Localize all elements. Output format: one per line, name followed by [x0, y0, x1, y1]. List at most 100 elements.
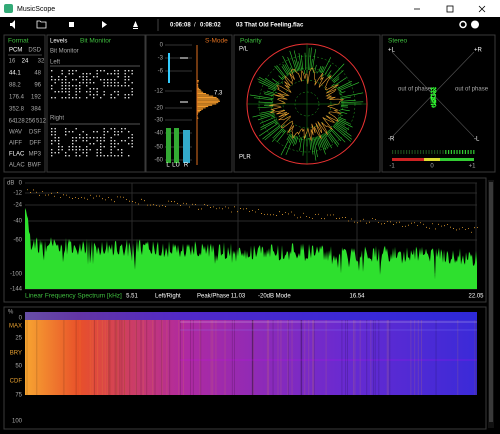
bit-dot	[75, 88, 77, 90]
stop-button[interactable]	[69, 22, 74, 27]
bit-dot	[114, 97, 116, 99]
bit-dot	[51, 134, 53, 136]
spectrogram-streak	[182, 320, 184, 395]
spectrogram-streak	[104, 320, 106, 395]
correlation-tick	[453, 150, 455, 154]
format-option: 32	[38, 59, 45, 65]
spectrogram-streak	[152, 320, 154, 395]
bit-dot	[82, 82, 84, 84]
level-histogram	[197, 103, 217, 105]
level-histogram	[197, 112, 199, 114]
level-histogram	[197, 108, 204, 110]
close-button[interactable]	[478, 5, 486, 13]
meter-scale-label: -20	[154, 106, 163, 112]
correlation-tick	[406, 150, 408, 154]
bit-dot	[89, 79, 91, 81]
window-controls[interactable]	[414, 5, 486, 13]
bit-dot	[54, 79, 56, 81]
bit-dot	[124, 128, 126, 130]
maximize-button[interactable]	[446, 5, 454, 13]
spectrogram-streak	[291, 320, 293, 395]
spectrogram-streak	[199, 320, 201, 395]
bit-dot	[54, 82, 56, 84]
level-histogram	[197, 102, 219, 104]
spectrogram-streak	[370, 320, 372, 395]
bit-dot	[100, 140, 102, 142]
spectrogram-label: BRY	[10, 351, 22, 357]
spectrum-mode[interactable]: Peak/Phase	[197, 294, 230, 300]
bit-dot	[110, 73, 112, 75]
bit-dot	[103, 94, 105, 96]
bit-dot	[117, 70, 119, 72]
spectrogram-streak	[345, 320, 347, 395]
bit-dot	[93, 97, 95, 99]
bit-dot	[68, 88, 70, 90]
stereo-dot	[433, 89, 435, 91]
meter-bar	[166, 128, 171, 163]
spectrogram-streak	[420, 320, 422, 395]
stereo-dot	[435, 87, 437, 89]
scrollbar-thumb[interactable]	[489, 182, 493, 422]
stereo-dot	[432, 87, 434, 89]
bit-dot	[100, 152, 102, 154]
bit-dot	[79, 91, 81, 93]
bit-dot	[128, 85, 130, 87]
format-title: Format	[8, 38, 29, 45]
tool-button[interactable]	[133, 21, 138, 29]
bit-dot	[89, 73, 91, 75]
correlation-tick	[392, 150, 394, 154]
stereo-dot	[432, 105, 434, 107]
bit-dot	[54, 134, 56, 136]
info-button[interactable]	[471, 20, 479, 29]
spectrogram-streak	[386, 320, 388, 395]
play-button[interactable]	[102, 21, 107, 28]
spectrogram-streak	[154, 320, 156, 395]
bit-dot	[96, 88, 98, 90]
level-histogram	[197, 80, 199, 82]
volume-button[interactable]	[10, 20, 15, 29]
spectrogram-streak	[146, 320, 148, 395]
stereo-dot	[434, 104, 436, 106]
spectrogram-streak	[114, 320, 116, 395]
s-mode: S-Mode	[205, 38, 228, 45]
format-option: 512	[36, 119, 47, 125]
bit-dot	[65, 79, 67, 81]
bit-dot	[75, 140, 77, 142]
spectrogram-streak	[252, 320, 254, 395]
bit-dot	[58, 79, 60, 81]
bit-dot	[51, 131, 53, 133]
spectrum-mode[interactable]: -20dB Mode	[258, 294, 291, 300]
stereo-dot	[430, 98, 432, 100]
correlation-tick	[420, 150, 422, 154]
correlation-tick	[403, 150, 405, 154]
level-histogram	[197, 81, 199, 83]
bit-dot	[124, 73, 126, 75]
spectrogram-streak	[79, 320, 81, 395]
bit-dot	[61, 88, 63, 90]
bit-dot	[124, 70, 126, 72]
spectrogram-streak	[97, 320, 99, 395]
bit-dot	[110, 155, 112, 157]
bit-dot	[79, 76, 81, 78]
bit-dot	[68, 85, 70, 87]
bit-dot	[100, 149, 102, 151]
spectrogram-streak	[301, 320, 303, 395]
spectrum-mode[interactable]: Left/Right	[155, 294, 181, 300]
format-panel	[3, 34, 46, 173]
bit-dot	[65, 128, 67, 130]
correlation-tick	[445, 150, 447, 154]
spectrogram-streak	[124, 320, 126, 395]
level-histogram	[197, 107, 206, 109]
open-button[interactable]	[36, 20, 47, 29]
total-time: 0:08:02	[200, 23, 221, 29]
correlation-tick	[462, 150, 464, 154]
spectrogram-streak	[224, 320, 226, 395]
spectrogram-streak	[212, 320, 214, 395]
bit-dot	[103, 140, 105, 142]
stereo-dot	[432, 97, 434, 99]
bit-dot	[131, 140, 133, 142]
bit-dot	[72, 79, 74, 81]
settings-button[interactable]	[459, 20, 467, 29]
format-option: BWF	[28, 163, 42, 169]
